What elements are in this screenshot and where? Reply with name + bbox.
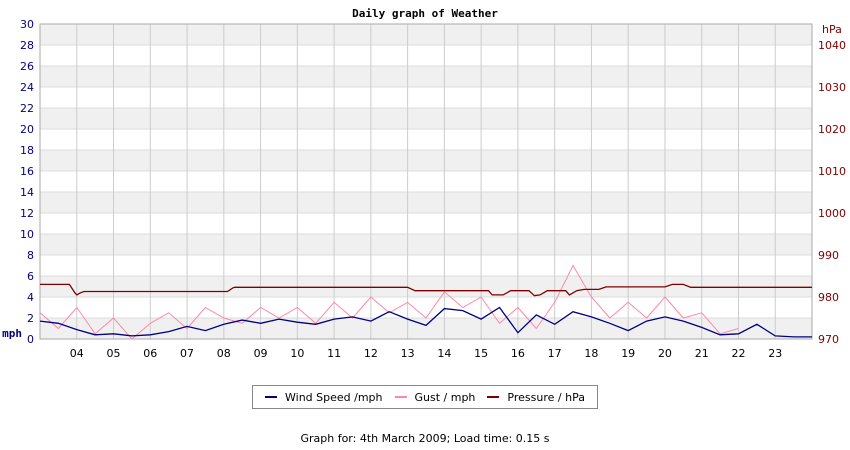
chart-title: Daily graph of Weather: [352, 7, 498, 20]
x-tick-label: 20: [658, 347, 672, 360]
legend-item-wind-speed: Wind Speed /mph: [265, 391, 383, 404]
right-tick-label: 1010: [818, 165, 846, 178]
graph-footer: Graph for: 4th March 2009; Load time: 0.…: [300, 432, 550, 445]
left-tick-label: 4: [27, 291, 34, 304]
right-tick-label: 1000: [818, 207, 846, 220]
plot-background: [40, 24, 812, 339]
left-tick-label: 20: [20, 123, 34, 136]
right-tick-label: 970: [818, 333, 839, 346]
grid-band: [40, 234, 812, 255]
left-tick-label: 2: [27, 312, 34, 325]
x-axis-ticks: 04 05 06 07 08 09 10 11 12 13 14 15 16 17 18 19 20 21 22 23: [70, 347, 782, 360]
series-line-wind-speed: [39, 306, 812, 338]
series-line-gust: [39, 264, 739, 340]
left-tick-label: 22: [20, 102, 34, 115]
x-tick-label: 05: [107, 347, 121, 360]
grid-band: [40, 24, 812, 45]
x-tick-label: 07: [180, 347, 194, 360]
legend-label: Gust / mph: [414, 390, 476, 404]
x-tick-label: 12: [364, 347, 378, 360]
grid-band: [40, 150, 812, 171]
grid-band: [40, 108, 812, 129]
x-tick-label: 04: [70, 347, 84, 360]
x-tick-label: 19: [621, 347, 635, 360]
x-tick-label: 11: [327, 347, 341, 360]
left-tick-label: 14: [20, 186, 34, 199]
x-tick-label: 21: [695, 347, 709, 360]
legend-item-pressure: Pressure / hPa: [487, 391, 585, 404]
legend-label: Pressure / hPa: [507, 390, 585, 404]
left-tick-label: 6: [27, 270, 34, 283]
x-tick-label: 17: [548, 347, 562, 360]
right-tick-label: 1020: [818, 123, 846, 136]
right-tick-label: 990: [818, 249, 839, 262]
x-tick-label: 06: [143, 347, 157, 360]
left-tick-label: 12: [20, 207, 34, 220]
grid-lines: [39, 23, 813, 340]
x-tick-label: 13: [401, 347, 415, 360]
left-tick-label: 26: [20, 60, 34, 73]
x-tick-label: 08: [217, 347, 231, 360]
chart-legend: Wind Speed /mph Gust / mph Pressure / hPa: [252, 385, 598, 409]
grid-band: [40, 192, 812, 213]
left-axis-unit: mph: [2, 327, 22, 340]
x-tick-label: 15: [474, 347, 488, 360]
right-axis-ticks: 970 980 990 1000 1010 1020 1030 1040: [818, 39, 846, 346]
x-tick-label: 22: [731, 347, 745, 360]
left-tick-label: 28: [20, 39, 34, 52]
left-tick-label: 0: [27, 333, 34, 346]
legend-swatch: [265, 396, 277, 398]
left-tick-label: 30: [20, 18, 34, 31]
x-tick-label: 10: [290, 347, 304, 360]
x-tick-label: 09: [254, 347, 268, 360]
x-tick-label: 14: [437, 347, 451, 360]
left-tick-label: 10: [20, 228, 34, 241]
left-tick-label: 18: [20, 144, 34, 157]
grid-band: [40, 318, 812, 339]
legend-swatch: [394, 396, 407, 398]
plot-border: [39, 23, 813, 340]
legend-label: Wind Speed /mph: [285, 390, 383, 404]
left-tick-label: 24: [20, 81, 34, 94]
legend-swatch: [487, 396, 500, 398]
right-tick-label: 1040: [818, 39, 846, 52]
x-tick-label: 23: [768, 347, 782, 360]
series-lines: [39, 264, 812, 340]
grid-band: [40, 66, 812, 87]
right-axis-unit: hPa: [822, 23, 842, 36]
series-line-pressure: [40, 283, 812, 297]
right-tick-label: 1030: [818, 81, 846, 94]
left-tick-label: 8: [27, 249, 34, 262]
x-tick-label: 18: [584, 347, 598, 360]
left-tick-label: 16: [20, 165, 34, 178]
x-tick-label: 16: [511, 347, 525, 360]
grid-band: [40, 276, 812, 297]
legend-item-gust: Gust / mph: [394, 390, 476, 404]
right-tick-label: 980: [818, 291, 839, 304]
